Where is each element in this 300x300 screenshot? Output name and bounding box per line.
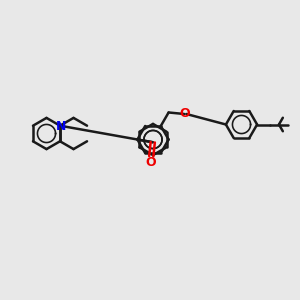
Text: O: O (145, 156, 156, 169)
Text: O: O (180, 107, 190, 120)
Text: N: N (56, 120, 66, 133)
